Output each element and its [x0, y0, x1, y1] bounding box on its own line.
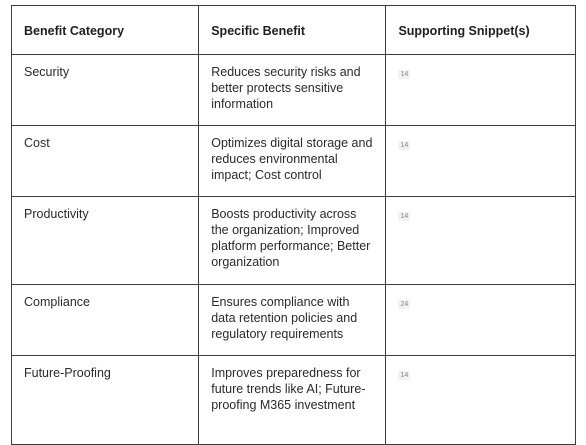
citation-chip[interactable]: 14 [398, 371, 411, 380]
benefit-cell: Improves preparedness for future trends … [198, 355, 387, 445]
header-row: Benefit Category Specific Benefit Suppor… [10, 5, 576, 55]
header-specific-benefit: Specific Benefit [198, 5, 387, 55]
table-row: Compliance Ensures compliance with data … [10, 284, 576, 356]
table-row: Future-Proofing Improves preparedness fo… [10, 355, 576, 445]
benefit-cell: Reduces security risks and better protec… [198, 54, 387, 126]
citation-chip[interactable]: 14 [398, 70, 411, 79]
benefit-cell: Optimizes digital storage and reduces en… [198, 125, 387, 197]
header-supporting-snippets: Supporting Snippet(s) [385, 5, 576, 55]
snippet-cell: 14 [385, 355, 576, 445]
benefit-cell: Boosts productivity across the organizat… [198, 196, 387, 285]
category-cell: Productivity [10, 196, 200, 285]
benefits-table: Benefit Category Specific Benefit Suppor… [10, 5, 576, 445]
category-cell: Future-Proofing [10, 355, 200, 445]
citation-chip[interactable]: 24 [398, 300, 411, 309]
table-body: Security Reduces security risks and bett… [10, 54, 576, 445]
snippet-cell: 14 [385, 54, 576, 126]
snippet-cell: 14 [385, 196, 576, 285]
category-cell: Security [10, 54, 200, 126]
category-cell: Compliance [10, 284, 200, 356]
snippet-cell: 14 [385, 125, 576, 197]
table-row: Cost Optimizes digital storage and reduc… [10, 125, 576, 197]
snippet-cell: 24 [385, 284, 576, 356]
category-cell: Cost [10, 125, 200, 197]
table-header: Benefit Category Specific Benefit Suppor… [10, 5, 576, 55]
citation-chip[interactable]: 14 [398, 212, 411, 221]
citation-chip[interactable]: 14 [398, 141, 411, 150]
header-benefit-category: Benefit Category [10, 5, 200, 55]
benefit-cell: Ensures compliance with data retention p… [198, 284, 387, 356]
table-row: Security Reduces security risks and bett… [10, 54, 576, 126]
table-row: Productivity Boosts productivity across … [10, 196, 576, 285]
